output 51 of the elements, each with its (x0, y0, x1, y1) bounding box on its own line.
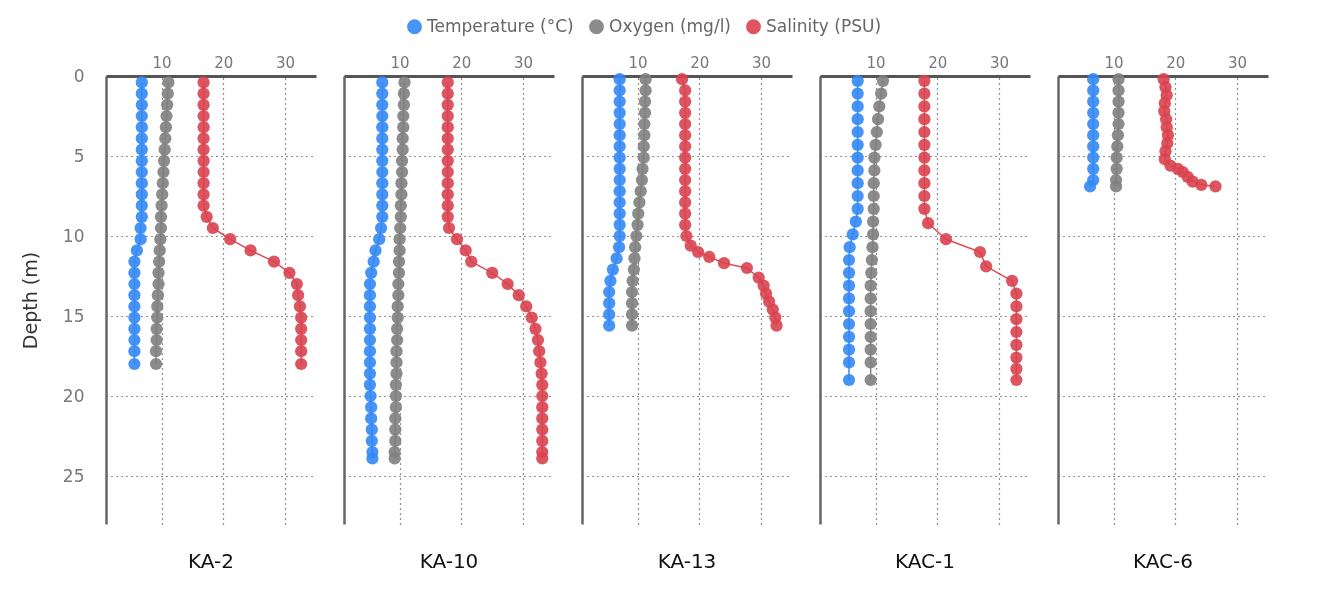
x-tick-label: 20 (452, 53, 472, 72)
point (366, 452, 379, 465)
x-tick-label: 20 (214, 53, 234, 72)
point (876, 74, 890, 87)
text: KAC-1 (895, 549, 955, 573)
point (842, 373, 856, 387)
x-tick-label: 30 (990, 53, 1010, 72)
point (675, 73, 689, 86)
x-tick-label: 20 (690, 53, 710, 72)
legend-label: Salinity (PSU) (766, 15, 882, 36)
x-tick-label: 30 (514, 53, 534, 72)
point (1087, 73, 1100, 86)
text: KAC-6 (1133, 549, 1193, 573)
point (1010, 373, 1023, 387)
point (376, 76, 389, 89)
y-tick-label: 15 (62, 305, 85, 326)
y-tick-label: 20 (62, 385, 85, 406)
x-tick-label: 10 (628, 53, 648, 72)
point (1112, 73, 1125, 86)
x-tick-label: 30 (276, 53, 296, 72)
x-tick-label: 10 (390, 53, 410, 72)
point (1083, 180, 1097, 193)
legend-label: Oxygen (mg/l) (609, 15, 731, 36)
x-tick-label: 10 (1104, 53, 1124, 72)
point (197, 76, 210, 89)
point (128, 357, 141, 371)
point (162, 76, 175, 89)
text: KA-2 (188, 549, 234, 573)
x-tick-label: 20 (1166, 53, 1186, 72)
point (613, 73, 626, 86)
point (398, 76, 411, 89)
point (536, 452, 549, 465)
x-tick-label: 10 (866, 53, 886, 72)
point (1209, 180, 1222, 193)
point (149, 357, 163, 371)
point (388, 452, 401, 465)
x-tick-label: 10 (152, 53, 172, 72)
text: KA-13 (657, 549, 717, 573)
legend-label: Temperature (°C) (426, 15, 574, 36)
point (918, 74, 931, 87)
y-tick-label: 25 (62, 465, 85, 486)
x-tick-label: 30 (1228, 53, 1248, 72)
y-tick-label: 5 (73, 145, 85, 166)
point (851, 74, 864, 87)
y-tick-label: 10 (62, 225, 85, 246)
point (864, 373, 877, 387)
y-tick-label: 0 (73, 65, 85, 86)
text: KA-10 (419, 549, 479, 573)
x-tick-label: 20 (928, 53, 948, 72)
y-axis-title: Depth (m) (18, 251, 41, 350)
x-tick-label: 30 (752, 53, 772, 72)
